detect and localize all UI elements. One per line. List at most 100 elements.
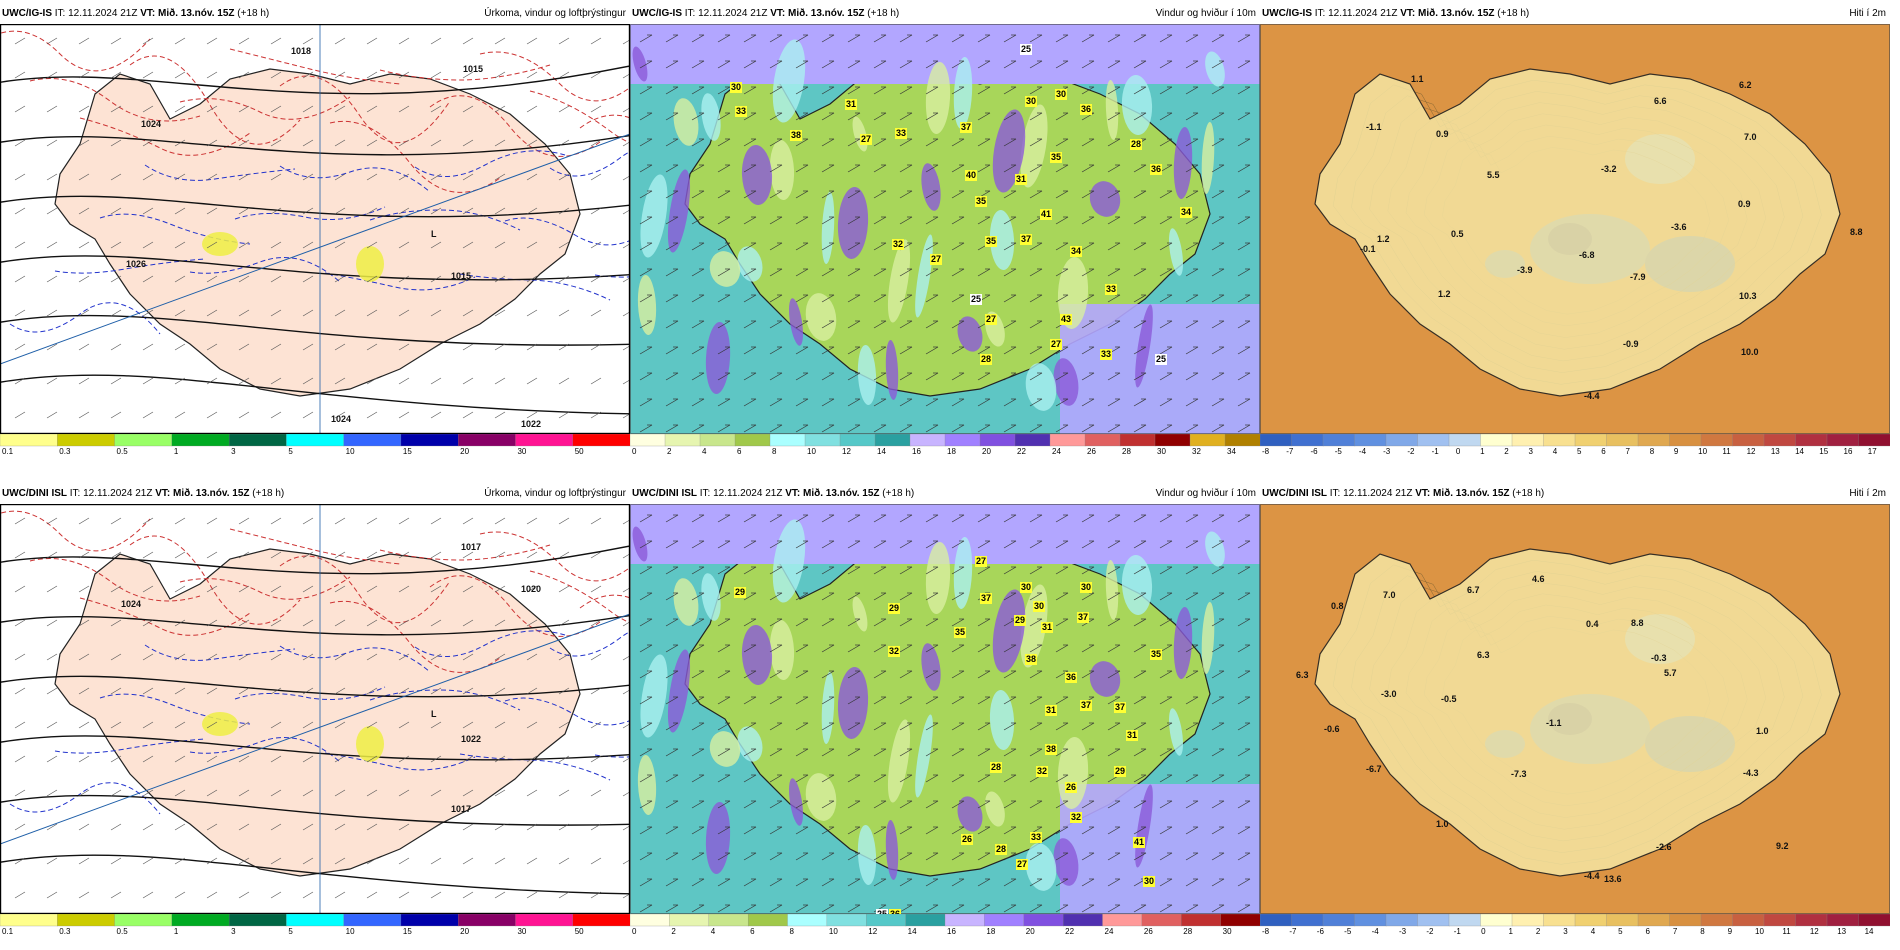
map-svg (0, 23, 630, 435)
colorbar-tick-label: 20 (460, 447, 469, 455)
temperature-label: 4.6 (1532, 574, 1545, 584)
temperature-label: -0.1 (1360, 244, 1376, 254)
colorbar-swatch (228, 434, 288, 447)
colorbar-swatch (866, 914, 907, 927)
gust-label: 29 (888, 603, 901, 614)
map-area: 0.8 7.0 6.7 4.6 6.3 6.3 0.4 8.8 5.7 -0.6 -3.0 -0.5 -… (1260, 504, 1890, 914)
gust-label: 41 (1040, 209, 1053, 220)
colorbar-swatch (57, 434, 116, 447)
colorbar-swatch (1084, 434, 1121, 447)
colorbar-tick-label: 20 (460, 927, 469, 935)
colorbar-swatch (1049, 434, 1086, 447)
gust-label: 25 (1020, 44, 1033, 55)
colorbar-swatch (1606, 914, 1639, 927)
valid-time: VT: Mið. 13.nóv. 15Z (140, 8, 235, 19)
colorbar-tick-label: 2 (1536, 927, 1541, 935)
colorbar-tick-label: -5 (1344, 927, 1352, 935)
colorbar-tick-label: -1 (1432, 447, 1440, 455)
colorbar-tick-label: 7 (1673, 927, 1678, 935)
colorbar-swatch (979, 434, 1016, 447)
colorbar-tick-label: -6 (1310, 447, 1318, 455)
colorbar-tick-label: 14 (1795, 447, 1804, 455)
valid-time: VT: Mið. 13.nóv. 15Z (1400, 8, 1495, 19)
colorbar-tick-label: 10 (1698, 447, 1707, 455)
colorbar-swatch (1858, 914, 1890, 927)
temperature-label: -7.3 (1511, 769, 1527, 779)
colorbar-tick-label: 0.5 (117, 927, 129, 935)
gust-label: 35 (1150, 649, 1163, 660)
colorbar-swatch (1637, 914, 1671, 927)
colorbar-tick-label: -8 (1262, 927, 1270, 935)
gust-label: 36 (1080, 104, 1093, 115)
temperature-label: -0.5 (1441, 694, 1457, 704)
model-name: UWC/DINI ISL (2, 488, 67, 499)
gust-label: 38 (790, 130, 803, 141)
colorbar-swatch (804, 434, 841, 447)
colorbar-tick-label: 30 (1223, 927, 1232, 935)
temperature-label: 5.5 (1487, 170, 1500, 180)
colorbar-swatch (1322, 434, 1356, 447)
colorbar-tick-label: 1 (174, 927, 179, 935)
gust-label: 37 (980, 593, 993, 604)
colorbar-tick-label: 16 (1844, 447, 1853, 455)
map-area: 1018 1015 1015 1024 1026 1024 1022 L (0, 23, 630, 435)
panel-header: UWC/IG-IS IT: 12.11.2024 21Z VT: Mið. 13… (630, 0, 1260, 24)
temperature-label: -4.4 (1584, 871, 1600, 881)
gust-label: 41 (1133, 837, 1146, 848)
gust-label: 28 (980, 354, 993, 365)
temperature-label: 7.0 (1383, 590, 1396, 600)
gust-label: 25 (970, 294, 983, 305)
gust-label: 32 (888, 646, 901, 657)
colorbar-tick-label: 6 (737, 447, 742, 455)
valid-time: VT: Mið. 13.nóv. 15Z (1415, 488, 1510, 499)
temperature-label: 7.0 (1744, 132, 1757, 142)
gust-label: 28 (995, 844, 1008, 855)
panel-title: UWC/DINI ISL IT: 12.11.2024 21Z VT: Mið.… (1262, 488, 1544, 499)
gust-label: 29 (1114, 766, 1127, 777)
colorbar-tick-label: 3 (1529, 447, 1534, 455)
colorbar-tick-label: 3 (231, 447, 236, 455)
model-name: UWC/DINI ISL (632, 488, 697, 499)
colorbar-tick-label: 18 (986, 927, 995, 935)
colorbar-swatch (909, 434, 946, 447)
gust-label: 43 (1060, 314, 1073, 325)
colorbar-swatch (905, 914, 946, 927)
colorbar-swatch (944, 914, 986, 927)
model-name: UWC/IG-IS (632, 8, 682, 19)
isobar-label: 1022 (461, 734, 482, 744)
temperature-label: -4.3 (1743, 768, 1759, 778)
colorbar-tick-label: 2 (667, 447, 672, 455)
colorbar-tick-label: 5 (1618, 927, 1623, 935)
colorbar-swatch (1220, 914, 1260, 927)
map-svg (630, 504, 1260, 914)
colorbar-tick-label: -8 (1262, 447, 1270, 455)
panel-header: UWC/IG-IS IT: 12.11.2024 21Z VT: Mið. 13… (1260, 0, 1890, 24)
gust-label: 27 (1050, 339, 1063, 350)
temperature-label: -6.8 (1579, 250, 1595, 260)
colorbar-swatch (1795, 434, 1828, 447)
colorbar-swatch (747, 914, 789, 927)
colorbar-tick-label: 24 (1052, 447, 1061, 455)
colorbar-tick-label: -4 (1359, 447, 1367, 455)
colorbar-swatch (343, 434, 402, 447)
colorbar-tick-label: 2 (671, 927, 676, 935)
colorbar-swatch (1511, 434, 1545, 447)
temperature-label: 6.3 (1296, 670, 1309, 680)
colorbar-swatch (1417, 914, 1450, 927)
colorbar-swatch (1574, 914, 1608, 927)
colorbar-tick-label: 16 (912, 447, 921, 455)
colorbar-swatch (1511, 914, 1545, 927)
colorbar-tick-label: 9 (1674, 447, 1679, 455)
temperature-label: 5.7 (1664, 668, 1677, 678)
temperature-label: -0.3 (1651, 653, 1667, 663)
temperature-label: 1.2 (1377, 234, 1390, 244)
map-area: 1.1 -1.1 0.9 6.6 6.2 7.0 -3.2 5.5 0.9 1.2 0.5 -3.6 8… (1260, 24, 1890, 434)
gust-label: 35 (975, 196, 988, 207)
gust-label: 30 (1143, 876, 1156, 887)
colorbar-swatch (1480, 434, 1513, 447)
colorbar-tick-label: 8 (790, 927, 795, 935)
gust-label: 33 (895, 128, 908, 139)
colorbar-swatch (1543, 914, 1576, 927)
gust-label: 27 (985, 314, 998, 325)
colorbar-tick-label: 11 (1782, 927, 1791, 935)
